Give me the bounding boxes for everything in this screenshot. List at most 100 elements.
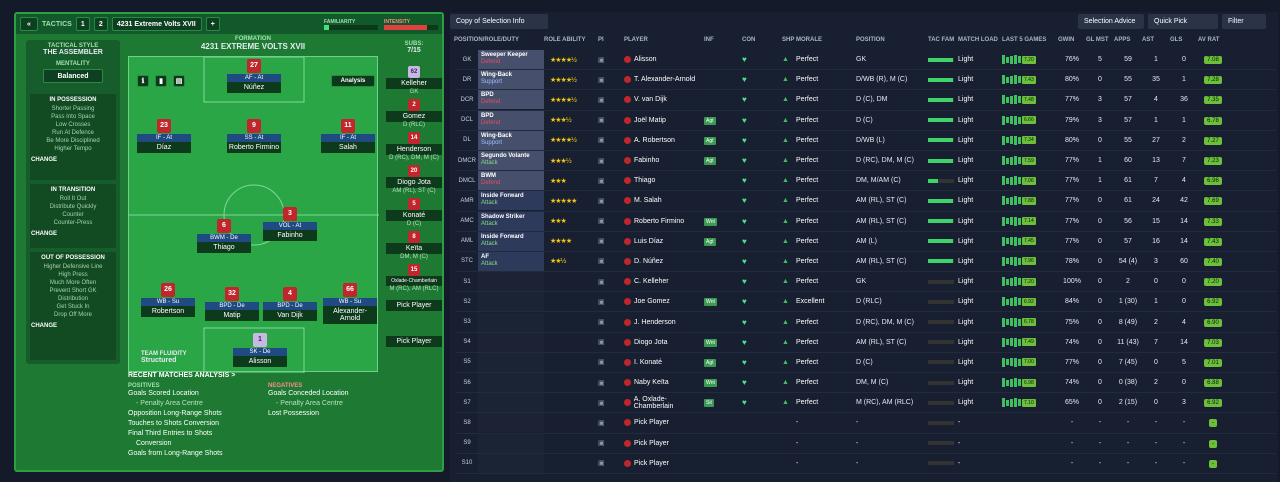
formation-name[interactable]: 4231 EXTREME VOLTS XVII bbox=[200, 42, 306, 51]
player-cell[interactable]: Joël Matip bbox=[624, 116, 704, 124]
table-row[interactable]: DL Wing-Back Support ★★★★½ ▣ A. Robertson Agt ♥… bbox=[456, 130, 1276, 151]
player-dmcl[interactable]: 6 BWM - De Thiago bbox=[197, 219, 251, 253]
in-possession-change-button[interactable]: CHANGE bbox=[30, 157, 57, 163]
table-row[interactable]: S7 ▣ A. Oxlade-Chamberlain Sit ♥ ▲ Perfect M (R… bbox=[456, 393, 1276, 414]
table-row[interactable]: S9 ▣ Pick Player - - - - - - - - - bbox=[456, 433, 1276, 454]
role-cell[interactable] bbox=[478, 433, 544, 453]
player-cell[interactable]: A. Robertson bbox=[624, 136, 704, 144]
player-instructions-icon[interactable]: ▣ bbox=[598, 419, 605, 427]
info-icon[interactable]: ℹ bbox=[137, 75, 149, 87]
player-cell[interactable]: Naby Keïta bbox=[624, 379, 704, 387]
player-instructions-icon[interactable]: ▣ bbox=[598, 440, 605, 448]
player-gk[interactable]: 1 SK - De Alisson bbox=[233, 333, 287, 367]
clipboard-icon[interactable]: ▤ bbox=[173, 75, 185, 87]
table-row[interactable]: DR Wing-Back Support ★★★★½ ▣ T. Alexander-Arn… bbox=[456, 70, 1276, 91]
player-cell[interactable]: Diogo Jota bbox=[624, 338, 704, 346]
player-instructions-icon[interactable]: ▣ bbox=[598, 339, 605, 347]
col-header[interactable]: ROLE ABILITY bbox=[544, 37, 586, 43]
player-dcr[interactable]: 4 BPD - De Van Dijk bbox=[263, 287, 317, 321]
role-cell[interactable] bbox=[478, 453, 544, 473]
player-cell[interactable]: C. Kelleher bbox=[624, 278, 704, 286]
in-transition-change-button[interactable]: CHANGE bbox=[30, 231, 57, 237]
player-dr[interactable]: 66 WB - Su Alexander-Arnold bbox=[323, 283, 377, 324]
table-row[interactable]: AML Inside Forward Attack ★★★★ ▣ Luis Díaz Agt… bbox=[456, 231, 1276, 252]
role-cell[interactable]: Inside Forward Attack bbox=[478, 191, 544, 211]
role-cell[interactable]: Wing-Back Support bbox=[478, 70, 544, 90]
player-cell[interactable]: Alisson bbox=[624, 56, 704, 64]
col-header[interactable]: POSITION/ROLE/DUTY bbox=[454, 37, 520, 43]
col-header[interactable]: MORALE bbox=[796, 37, 822, 43]
player-cell[interactable]: M. Salah bbox=[624, 197, 704, 205]
player-instructions-icon[interactable]: ▣ bbox=[598, 56, 605, 64]
table-row[interactable]: AMR Inside Forward Attack ★★★★★ ▣ M. Salah ♥ ▲ P… bbox=[456, 191, 1276, 212]
sub-slot[interactable]: 62 Kelleher GK bbox=[386, 66, 442, 95]
player-instructions-icon[interactable]: ▣ bbox=[598, 278, 605, 286]
col-header[interactable]: PI bbox=[598, 37, 604, 43]
col-header[interactable]: POSITION bbox=[856, 37, 885, 43]
col-header[interactable]: MATCH LOAD bbox=[958, 37, 998, 43]
player-instructions-icon[interactable]: ▣ bbox=[598, 258, 605, 266]
col-header[interactable]: TAC FAM bbox=[928, 37, 955, 43]
player-instructions-icon[interactable]: ▣ bbox=[598, 177, 605, 185]
role-cell[interactable] bbox=[478, 332, 544, 352]
player-amc[interactable]: 9 SS - At Roberto Firmino bbox=[227, 119, 281, 153]
player-instructions-icon[interactable]: ▣ bbox=[598, 76, 605, 84]
player-instructions-icon[interactable]: ▣ bbox=[598, 197, 605, 205]
table-row[interactable]: STC AF Attack ★★½ ▣ D. Núñez ♥ ▲ Perfect AM (RL),… bbox=[456, 251, 1276, 273]
table-row[interactable]: DMCR Segundo Volante Attack ★★★½ ▣ Fabinho Agt… bbox=[456, 151, 1276, 172]
filter-button[interactable]: Filter bbox=[1222, 14, 1266, 29]
bar-chart-icon[interactable]: ▮ bbox=[155, 75, 167, 87]
player-instructions-icon[interactable]: ▣ bbox=[598, 238, 605, 246]
sub-slot[interactable]: 2 Gomez D (RLC) bbox=[386, 99, 442, 128]
col-header[interactable]: AST bbox=[1142, 37, 1154, 43]
player-instructions-icon[interactable]: ▣ bbox=[598, 137, 605, 145]
role-cell[interactable]: Inside Forward Attack bbox=[478, 231, 544, 251]
player-dl[interactable]: 26 WB - Su Robertson bbox=[141, 283, 195, 317]
sub-slot[interactable]: 20 Diogo Jota AM (RL), ST (C) bbox=[386, 165, 442, 194]
pick-player-dropdown[interactable]: Pick Player bbox=[386, 300, 442, 311]
player-instructions-icon[interactable]: ▣ bbox=[598, 157, 605, 165]
role-cell[interactable]: BPD Defend bbox=[478, 90, 544, 110]
role-cell[interactable] bbox=[478, 352, 544, 372]
player-instructions-icon[interactable]: ▣ bbox=[598, 460, 605, 468]
table-row[interactable]: S4 ▣ Diogo Jota Wnt ♥ ▲ Perfect AM (RL), ST (C)… bbox=[456, 332, 1276, 353]
table-row[interactable]: GK Sweeper Keeper Defend ★★★★½ ▣ Alisson ♥ ▲ Per… bbox=[456, 50, 1276, 71]
col-header[interactable]: AV RAT bbox=[1198, 37, 1220, 43]
selection-advice-button[interactable]: Selection Advice bbox=[1078, 14, 1144, 29]
col-header[interactable]: GL MST bbox=[1086, 37, 1109, 43]
player-cell[interactable]: Thiago bbox=[624, 177, 704, 185]
player-instructions-icon[interactable]: ▣ bbox=[598, 319, 605, 327]
player-cell[interactable]: V. van Dijk bbox=[624, 96, 704, 104]
table-row[interactable]: S3 ▣ J. Henderson ♥ ▲ Perfect D (RC), DM, M (C… bbox=[456, 312, 1276, 333]
role-cell[interactable] bbox=[478, 272, 544, 292]
back-button[interactable]: « bbox=[20, 17, 38, 31]
player-aml[interactable]: 23 IF - At Díaz bbox=[137, 119, 191, 153]
player-cell[interactable]: J. Henderson bbox=[624, 318, 704, 326]
role-cell[interactable]: Sweeper Keeper Defend bbox=[478, 50, 544, 70]
pick-player-dropdown[interactable]: Pick Player bbox=[386, 336, 442, 347]
tactic-slot-2-tab[interactable]: 2 bbox=[93, 17, 108, 31]
quick-pick-button[interactable]: Quick Pick bbox=[1148, 14, 1218, 29]
sub-slot[interactable]: Pick Player bbox=[386, 300, 442, 328]
player-cell[interactable]: D. Núñez bbox=[624, 257, 704, 265]
col-header[interactable]: LAST 5 GAMES bbox=[1002, 37, 1047, 43]
player-instructions-icon[interactable]: ▣ bbox=[598, 298, 605, 306]
player-instructions-icon[interactable]: ▣ bbox=[598, 96, 605, 104]
sub-slot[interactable]: 14 Henderson D (RC), DM, M (C) bbox=[386, 132, 442, 161]
sub-slot[interactable]: Pick Player bbox=[386, 336, 442, 364]
role-cell[interactable] bbox=[478, 312, 544, 332]
player-cell[interactable]: Fabinho bbox=[624, 157, 704, 165]
table-row[interactable]: S6 ▣ Naby Keïta Wnt ♥ ▲ Perfect DM, M (C) Light 6… bbox=[456, 373, 1276, 394]
table-row[interactable]: DCR BPD Defend ★★★★½ ▣ V. van Dijk ♥ ▲ Perfect D … bbox=[456, 90, 1276, 111]
player-instructions-icon[interactable]: ▣ bbox=[598, 359, 605, 367]
role-cell[interactable] bbox=[478, 292, 544, 312]
col-header[interactable]: GWIN bbox=[1058, 37, 1075, 43]
col-header[interactable]: APPS bbox=[1114, 37, 1131, 43]
player-cell[interactable]: Luis Díaz bbox=[624, 237, 704, 245]
table-row[interactable]: DCL BPD Defend ★★★½ ▣ Joël Matip Agt ♥ ▲ Perfect D… bbox=[456, 110, 1276, 131]
player-dmcr[interactable]: 3 VOL - At Fabinho bbox=[263, 207, 317, 241]
table-row[interactable]: S5 ▣ I. Konaté Agt ♥ ▲ Perfect D (C) Light 7.00 77… bbox=[456, 352, 1276, 373]
player-instructions-icon[interactable]: ▣ bbox=[598, 117, 605, 125]
col-header[interactable]: CON bbox=[742, 37, 756, 43]
role-cell[interactable]: AF Attack bbox=[478, 251, 544, 271]
